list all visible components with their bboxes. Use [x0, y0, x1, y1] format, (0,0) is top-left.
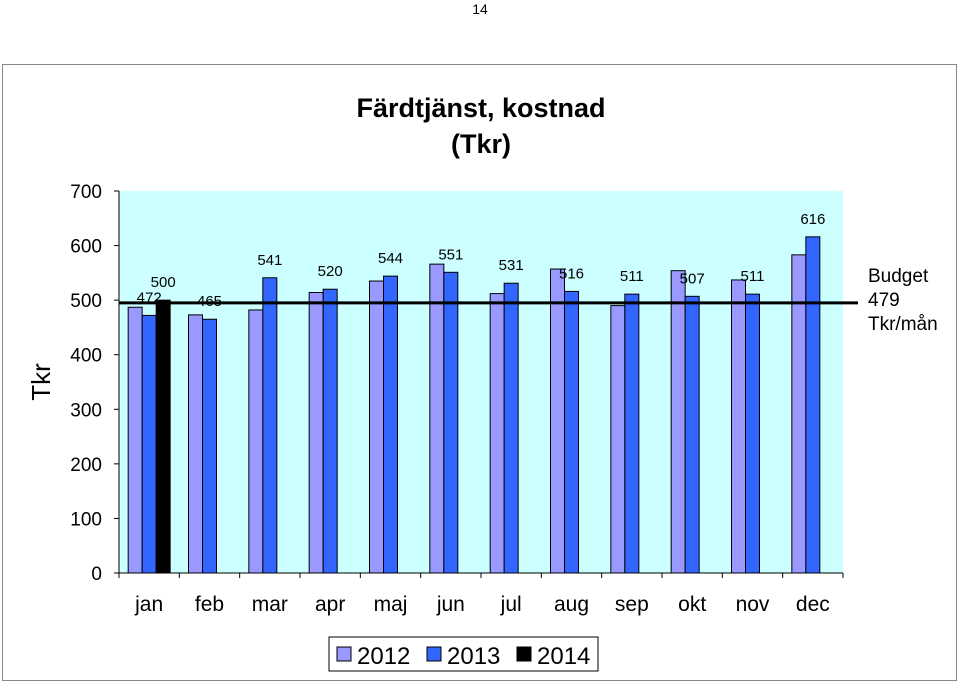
y-tick-label: 100	[70, 509, 102, 530]
data-label: 472	[137, 289, 162, 306]
page-number: 14	[472, 1, 488, 17]
bar-2012-aug	[550, 268, 565, 574]
legend-label-2014: 2014	[537, 643, 590, 670]
bar-2013-nov	[745, 293, 760, 574]
legend-label-2012: 2012	[357, 643, 410, 670]
data-label: 541	[257, 252, 282, 269]
bar-2013-dec	[805, 236, 821, 574]
bar-2013-okt	[684, 295, 700, 574]
x-tick-label: nov	[736, 593, 770, 616]
legend-swatch-2013	[426, 646, 442, 662]
legend-swatch-2014	[516, 646, 532, 662]
data-label: 616	[800, 211, 825, 228]
bar-2012-jul	[489, 293, 505, 574]
x-tick-label: feb	[195, 593, 224, 616]
x-tick-label: jul	[500, 593, 522, 616]
chart-frame	[2, 64, 957, 681]
y-tick-label: 500	[70, 291, 102, 312]
x-tick-label: sep	[615, 593, 649, 616]
bar-2012-feb	[188, 314, 203, 574]
data-label: 511	[741, 268, 765, 285]
bar-2013-jul	[503, 282, 519, 574]
chart-title-line: (Tkr)	[451, 129, 511, 159]
x-tick-label: dec	[796, 593, 830, 616]
data-label: 511	[620, 268, 644, 285]
x-tick-label: mar	[252, 593, 288, 616]
legend-swatch-2012	[336, 646, 352, 662]
y-tick-label: 200	[70, 455, 102, 476]
bar-2013-jan	[141, 314, 157, 574]
y-tick-label: 0	[91, 564, 102, 585]
data-label: 520	[318, 263, 343, 280]
y-axis-title: Tkr	[26, 363, 56, 401]
y-tick-label: 400	[70, 346, 102, 367]
x-tick-label: jan	[134, 593, 163, 616]
chart-title-line: Färdtjänst, kostnad	[356, 93, 605, 123]
bar-2012-maj	[369, 280, 384, 574]
data-label: 544	[378, 250, 403, 267]
bar-2012-jun	[429, 263, 445, 574]
bar-2012-mar	[248, 309, 264, 574]
bar-2012-nov	[731, 279, 746, 574]
bar-2012-sep	[610, 305, 626, 574]
x-tick-label: aug	[554, 593, 589, 616]
x-tick-label: apr	[315, 593, 345, 616]
bar-2012-okt	[670, 270, 686, 574]
data-label: 507	[680, 270, 705, 287]
bar-2013-mar	[262, 277, 278, 574]
x-tick-label: okt	[678, 593, 706, 616]
budget-label-line: Budget	[868, 266, 929, 287]
bar-2013-jun	[443, 271, 459, 574]
bar-2012-jan	[127, 306, 143, 574]
bar-2013-maj	[383, 275, 398, 574]
bar-2013-aug	[564, 290, 579, 574]
x-tick-label: maj	[374, 593, 408, 616]
bar-2013-feb	[202, 318, 217, 574]
x-tick-label: jun	[436, 593, 465, 616]
data-label: 551	[438, 246, 463, 263]
budget-label-line: Tkr/mån	[868, 314, 938, 335]
bar-2014-jan	[155, 299, 171, 574]
bar-2012-apr	[308, 292, 324, 574]
bar-2013-sep	[624, 293, 640, 574]
data-label: 465	[197, 293, 222, 310]
legend-label-2013: 2013	[447, 643, 500, 670]
plot-area	[119, 191, 843, 573]
legend-box	[328, 636, 599, 672]
bar-2013-apr	[322, 288, 338, 574]
data-label: 531	[499, 257, 524, 274]
y-tick-label: 600	[70, 237, 102, 258]
y-tick-label: 700	[70, 182, 102, 203]
data-label: 516	[559, 265, 584, 282]
budget-label-line: 479	[868, 290, 900, 311]
data-label: 500	[151, 274, 176, 291]
y-tick-label: 300	[70, 400, 102, 421]
